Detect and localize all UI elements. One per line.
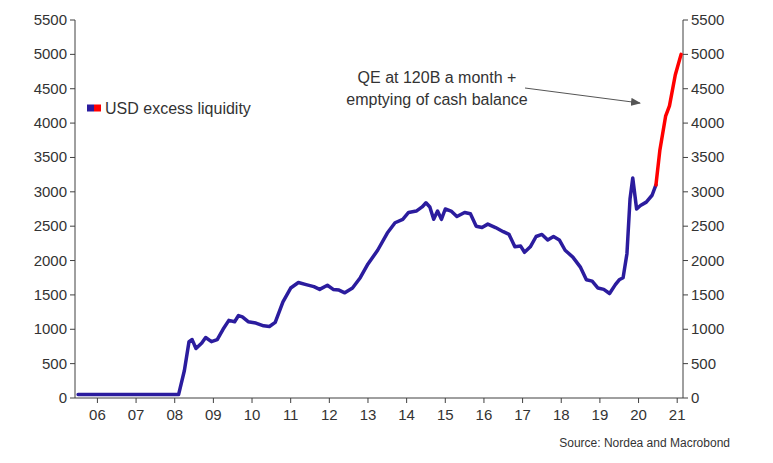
y2-tick [683, 226, 688, 227]
y2-tick-label: 3500 [691, 148, 724, 165]
y2-tick-label: 5000 [691, 45, 724, 62]
annotation-arrow [525, 88, 640, 103]
y-tick [70, 88, 75, 89]
series-line [656, 54, 681, 185]
y-tick [70, 54, 75, 55]
x-tick [329, 398, 330, 403]
x-tick-label: 18 [553, 406, 570, 423]
x-tick-label: 11 [283, 406, 299, 423]
y2-tick [683, 260, 688, 261]
x-tick [406, 398, 407, 403]
x-tick-label: 12 [321, 406, 338, 423]
x-tick [252, 398, 253, 403]
y-tick-label: 5000 [34, 45, 67, 62]
y2-tick-label: 0 [691, 389, 699, 406]
x-tick [367, 398, 368, 403]
x-tick [445, 398, 446, 403]
x-tick-label: 09 [205, 406, 222, 423]
x-tick [677, 398, 678, 403]
annotation: emptying of cash balance [346, 91, 528, 108]
x-tick [638, 398, 639, 403]
x-tick-label: 19 [592, 406, 609, 423]
y-tick-label: 2000 [34, 252, 67, 269]
x-tick-label: 20 [630, 406, 647, 423]
chart: 0500100015002000250030003500400045005000… [0, 0, 773, 463]
x-tick-label: 15 [437, 406, 454, 423]
x-tick [290, 398, 291, 403]
x-tick-label: 13 [360, 406, 377, 423]
y2-axis-line [683, 20, 684, 398]
x-tick-label: 07 [128, 406, 145, 423]
series-line [78, 178, 656, 394]
x-tick [483, 398, 484, 403]
y-tick-label: 4000 [34, 114, 67, 131]
y-tick-label: 0 [59, 389, 67, 406]
y-tick [70, 363, 75, 364]
y2-tick-label: 1000 [691, 320, 724, 337]
annotation: QE at 120B a month + [358, 69, 517, 86]
y-tick-label: 1500 [34, 286, 67, 303]
y-tick-label: 5500 [34, 11, 67, 28]
y2-tick [683, 329, 688, 330]
y2-tick-label: 2500 [691, 217, 724, 234]
x-tick-label: 21 [669, 406, 686, 423]
y2-tick [683, 20, 688, 21]
x-tick-label: 06 [89, 406, 106, 423]
y2-tick [683, 54, 688, 55]
y2-tick [683, 157, 688, 158]
y-tick-label: 500 [42, 355, 67, 372]
y-tick [70, 260, 75, 261]
y-tick [70, 20, 75, 21]
legend-label: USD excess liquidity [105, 100, 251, 117]
y-tick-label: 3000 [34, 183, 67, 200]
x-tick-label: 17 [514, 406, 531, 423]
y2-tick-label: 3000 [691, 183, 724, 200]
y2-tick-label: 5500 [691, 11, 724, 28]
x-tick-label: 16 [476, 406, 493, 423]
y2-tick [683, 191, 688, 192]
x-tick-label: 10 [244, 406, 261, 423]
y-tick [70, 329, 75, 330]
y-tick-label: 2500 [34, 217, 67, 234]
y-tick-label: 3500 [34, 148, 67, 165]
legend-swatch [94, 105, 101, 112]
y-tick [70, 398, 75, 399]
plot-area [78, 54, 681, 394]
y-axis-line [75, 20, 76, 398]
y2-tick [683, 398, 688, 399]
x-tick [174, 398, 175, 403]
x-tick-label: 08 [166, 406, 183, 423]
x-tick [97, 398, 98, 403]
x-tick [522, 398, 523, 403]
y-tick [70, 294, 75, 295]
y-tick-label: 1000 [34, 320, 67, 337]
y-tick [70, 226, 75, 227]
x-tick [136, 398, 137, 403]
legend-swatch [87, 105, 94, 112]
y2-tick [683, 294, 688, 295]
x-tick-label: 14 [398, 406, 415, 423]
y-tick-label: 4500 [34, 80, 67, 97]
y2-tick [683, 88, 688, 89]
x-axis-line [75, 398, 683, 399]
y-tick [70, 191, 75, 192]
x-tick [213, 398, 214, 403]
y2-tick [683, 123, 688, 124]
source: Source: Nordea and Macrobond [559, 436, 730, 450]
y2-tick-label: 2000 [691, 252, 724, 269]
y-tick [70, 157, 75, 158]
y2-tick-label: 1500 [691, 286, 724, 303]
y2-tick-label: 4500 [691, 80, 724, 97]
y2-tick-label: 4000 [691, 114, 724, 131]
x-tick [599, 398, 600, 403]
y2-tick-label: 500 [691, 355, 716, 372]
y2-tick [683, 363, 688, 364]
x-tick [561, 398, 562, 403]
y-tick [70, 123, 75, 124]
